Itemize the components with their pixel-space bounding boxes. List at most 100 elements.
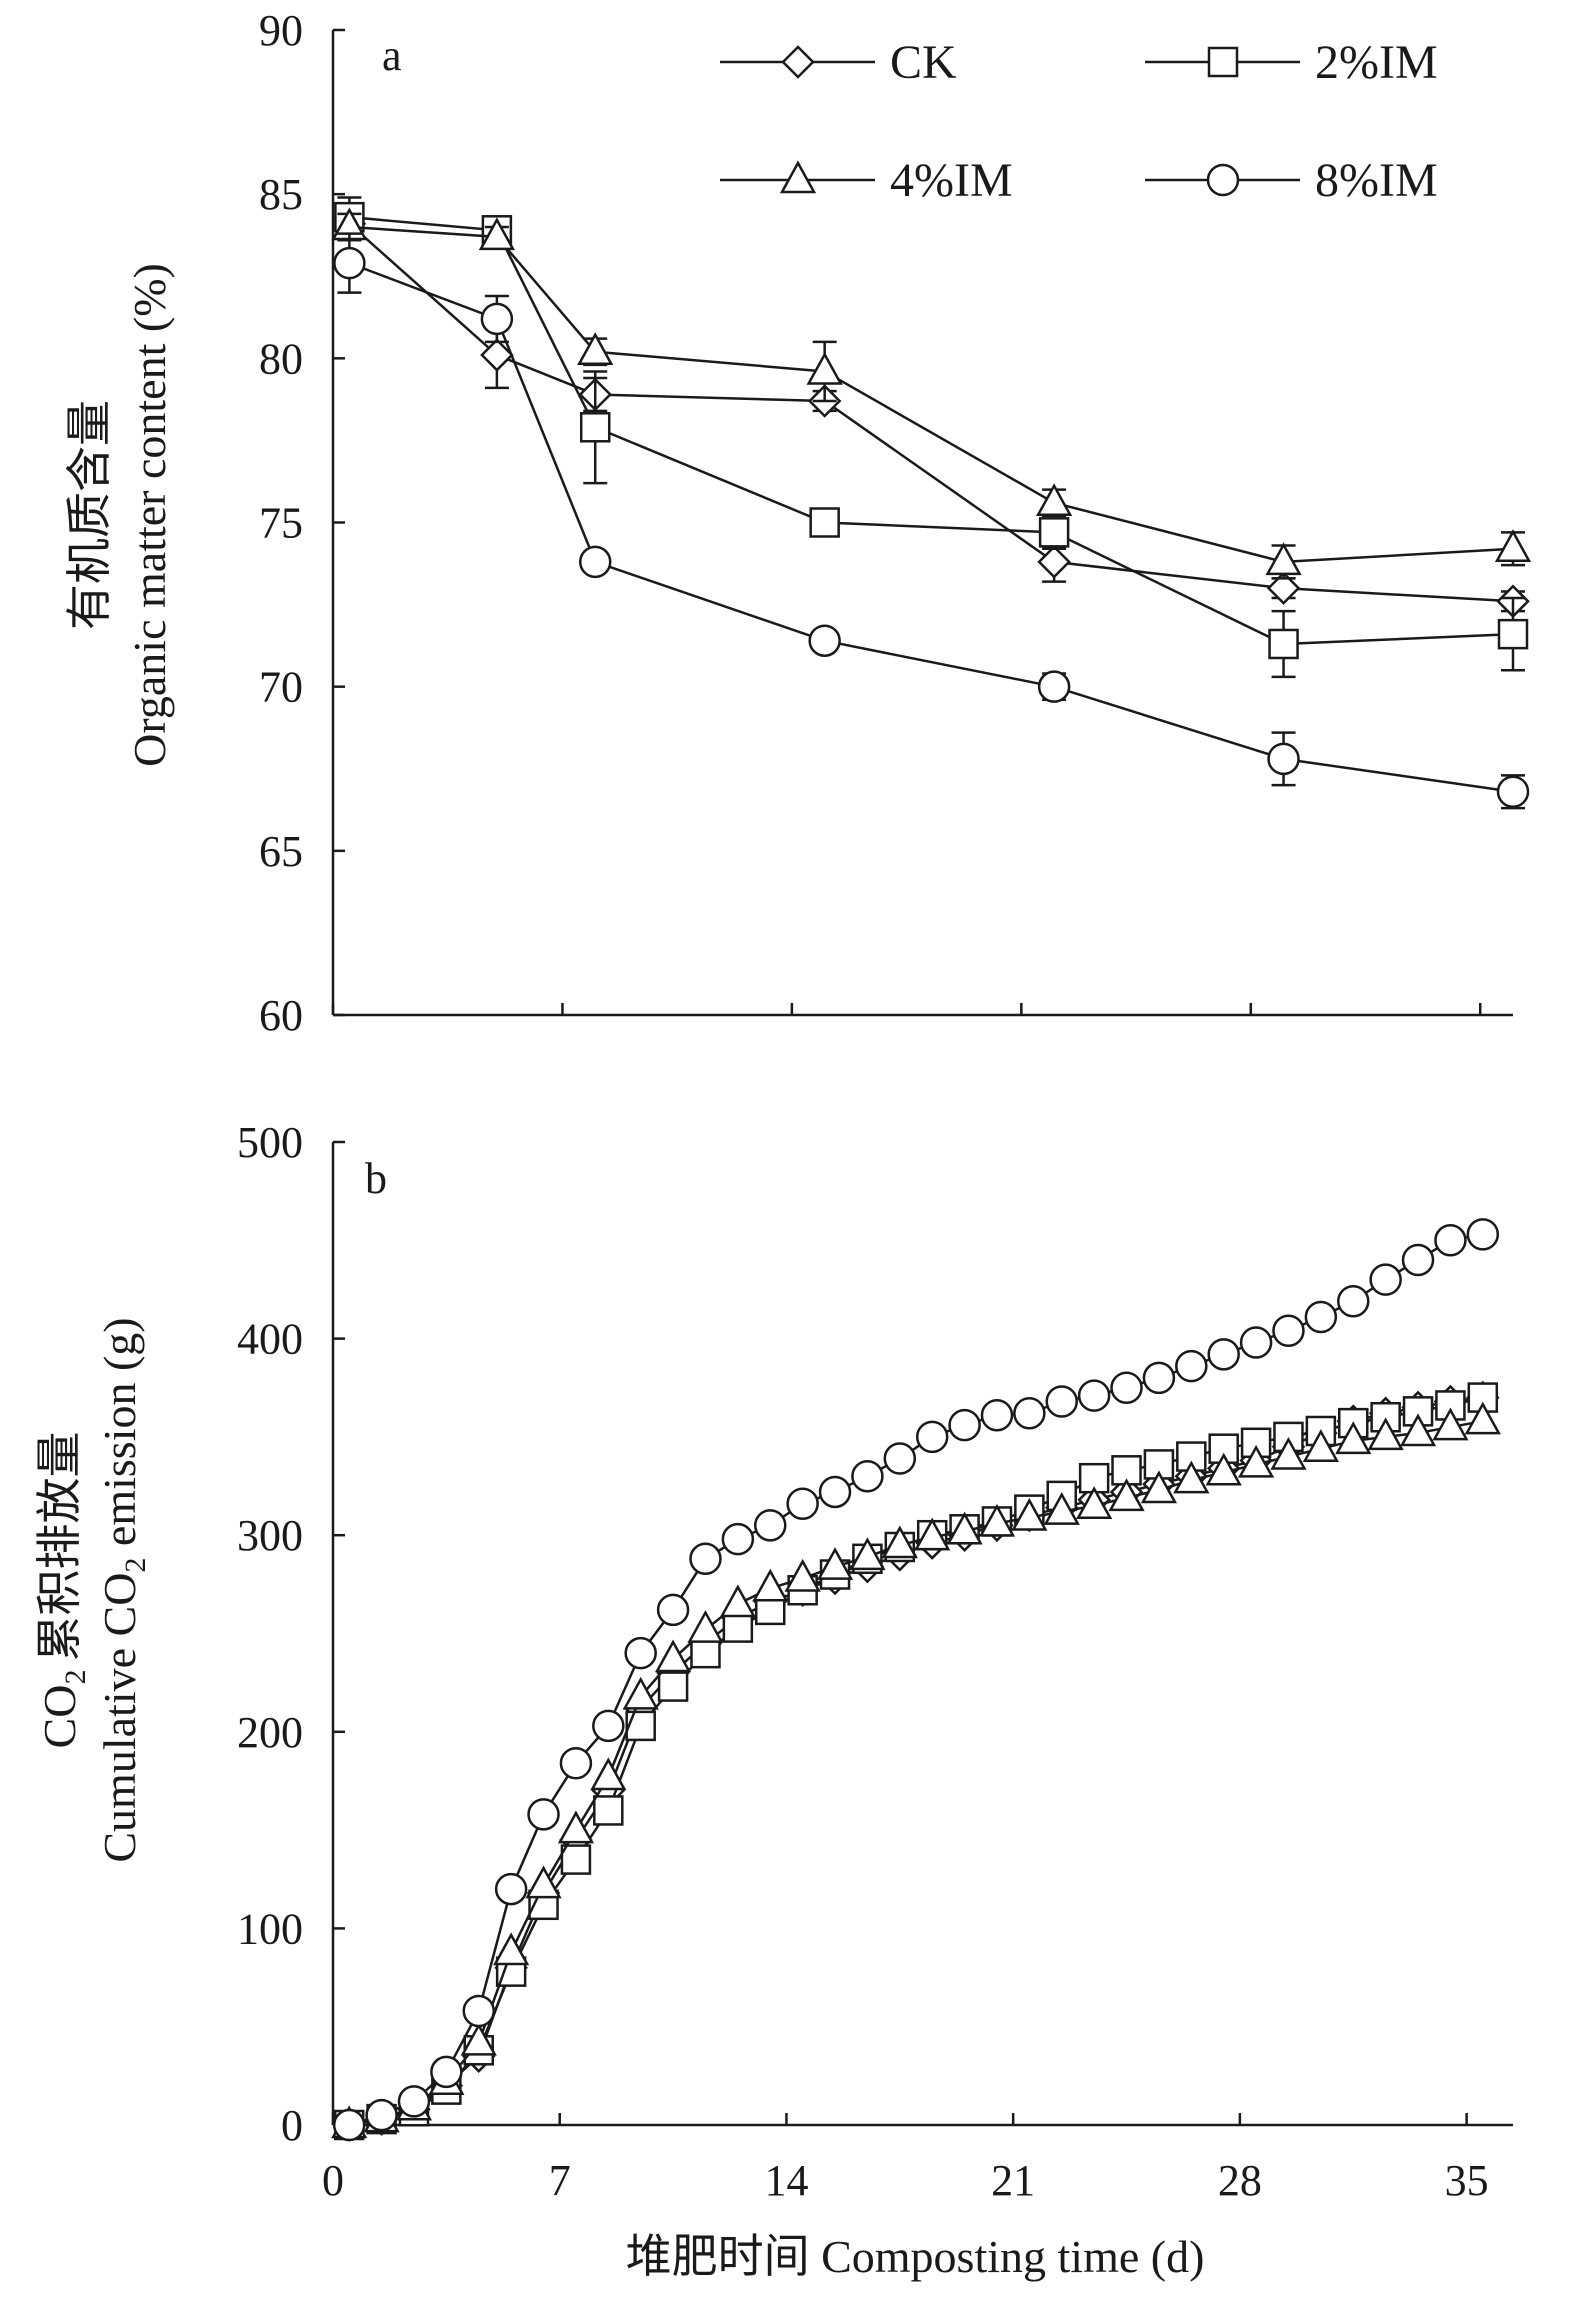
panel-b-point-4%IM xyxy=(1173,1460,1210,1494)
panel-b-y-tick-label: 500 xyxy=(237,1118,303,1167)
panel-a-point-4%IM xyxy=(577,332,614,366)
panel-b-point-8%IM xyxy=(397,2085,431,2118)
panel-b-series xyxy=(331,1218,1501,2142)
panel-a-point-2%IM xyxy=(1497,618,1529,650)
panel-b-y-co-sub: 2 xyxy=(59,1670,92,1685)
panel-b-series-8%IM xyxy=(332,1218,1500,2142)
panel-b-point-4%IM xyxy=(978,1503,1016,1537)
panel-b-point-8%IM xyxy=(818,1475,852,1509)
panel-b-line-2%IM xyxy=(348,1396,1484,2127)
panel-b-line-4%IM xyxy=(348,1419,1484,2127)
panel-a-point-2%IM xyxy=(809,507,840,538)
panel-b-point-4%IM xyxy=(1140,1470,1178,1504)
panel-b-point-4%IM xyxy=(1108,1478,1145,1512)
panel-a-point-2%IM xyxy=(1038,517,1070,548)
panel-a-line-CK xyxy=(348,222,1514,603)
panel-b-series-4%IM xyxy=(331,1401,1501,2139)
panel-a-point-4%IM xyxy=(1265,542,1302,576)
panel-b-point-4%IM xyxy=(719,1584,756,1618)
panel-a-series-2%IM xyxy=(334,196,1529,679)
panel-a-line-4%IM xyxy=(349,225,1514,564)
panel-b-y-axis-title: CO2累积排放量 Cumulative CO2 emission (g) xyxy=(34,1317,152,1862)
panel-b-point-8%IM xyxy=(1369,1263,1402,1296)
panel-a-point-8%IM xyxy=(1267,742,1300,776)
panel-b-point-4%IM xyxy=(654,1639,692,1673)
legend-label-4%IM: 4%IM xyxy=(890,154,1013,207)
panel-a-point-CK xyxy=(1037,545,1071,579)
panel-b-point-8%IM xyxy=(592,1709,625,1743)
panel-a-series-CK xyxy=(332,206,1530,619)
panel-b-y-tick-label: 300 xyxy=(237,1511,303,1560)
panel-b-point-8%IM xyxy=(980,1399,1014,1432)
legend-label-8%IM: 8%IM xyxy=(1315,154,1438,207)
panel-b-point-2%IM xyxy=(560,1844,592,1875)
panel-b-point-8%IM xyxy=(494,1872,528,1906)
panel-a-point-2%IM xyxy=(579,412,611,443)
panel-b-point-8%IM xyxy=(851,1459,884,1493)
panel-b-point-8%IM xyxy=(1045,1385,1078,1418)
panel-a-point-CK xyxy=(480,338,514,372)
panel-b-point-2%IM xyxy=(593,1795,624,1826)
panel-a-y-tick-label: 80 xyxy=(259,334,303,383)
panel-b-point-4%IM xyxy=(557,1810,595,1844)
panel-b-point-4%IM xyxy=(1043,1492,1080,1525)
panel-b-y-axis-title-zh: CO2 累积排放量 xyxy=(34,1432,92,1749)
panel-a-point-CK xyxy=(1266,571,1301,605)
panel-b-point-8%IM xyxy=(948,1408,981,1442)
panel-b-point-8%IM xyxy=(332,2108,366,2142)
legend-item-CK: CK xyxy=(720,36,957,89)
panel-b-y-tick-label: 100 xyxy=(237,1904,303,1953)
panel-a-point-8%IM xyxy=(578,545,612,579)
panel-b-point-4%IM xyxy=(590,1757,627,1791)
panel-b-point-8%IM xyxy=(656,1593,690,1627)
panel-b-point-8%IM xyxy=(1077,1379,1111,1412)
panel-b-point-4%IM xyxy=(460,2022,497,2056)
panel-b-point-8%IM xyxy=(527,1798,560,1831)
legend-item-8%IM: 8%IM xyxy=(1145,154,1438,207)
panel-b-point-4%IM xyxy=(946,1511,983,1545)
panel-b-y-zh-text: 累积排放量 xyxy=(34,1432,85,1662)
panel-b-y-tick-label: 400 xyxy=(237,1315,303,1364)
panel-a-series-8%IM xyxy=(333,232,1530,810)
panel-b-y-en-prefix: Cumulative CO xyxy=(94,1573,145,1863)
panel-b-x-tick-label: 0 xyxy=(322,2156,344,2205)
panel-b-point-4%IM xyxy=(1011,1497,1048,1531)
panel-b-point-2%IM xyxy=(690,1637,721,1669)
panel-b-x-tick-label: 21 xyxy=(991,2156,1035,2205)
panel-b-point-4%IM xyxy=(1335,1421,1372,1455)
panel-b-point-8%IM xyxy=(754,1509,787,1542)
panel-a-point-8%IM xyxy=(1037,670,1071,703)
panel-b-y-tick-label: 200 xyxy=(237,1708,303,1757)
panel-b-point-8%IM xyxy=(786,1487,819,1520)
panel-b-point-4%IM xyxy=(784,1558,821,1592)
legend-label-2%IM: 2%IM xyxy=(1315,36,1438,89)
panel-b-point-8%IM xyxy=(1272,1314,1305,1347)
panel-a-point-8%IM xyxy=(480,302,514,336)
panel-a-label: a xyxy=(382,31,402,80)
panel-a-point-2%IM xyxy=(1268,628,1299,660)
panel-a-y-tick-label: 75 xyxy=(259,499,303,548)
panel-b-label: b xyxy=(365,1154,387,1203)
panel-b-point-2%IM xyxy=(722,1612,754,1643)
panel-a-series-4%IM xyxy=(331,207,1532,580)
panel-b-point-8%IM xyxy=(1434,1224,1467,1257)
panel-a-point-4%IM xyxy=(1494,529,1532,563)
panel-b-point-8%IM xyxy=(1175,1349,1208,1383)
panel-b-point-4%IM xyxy=(1399,1413,1437,1447)
panel-b-y-tick-label: 0 xyxy=(281,2101,303,2150)
legend-marker-8%IM xyxy=(1206,163,1240,197)
panel-a-y-tick-label: 65 xyxy=(259,827,303,876)
panel-b-x-tick-label: 7 xyxy=(549,2156,571,2205)
legend-label-CK: CK xyxy=(890,36,957,89)
panel-b-point-8%IM xyxy=(430,2055,463,2089)
legend-item-4%IM: 4%IM xyxy=(720,154,1013,207)
panel-b-point-4%IM xyxy=(622,1676,659,1710)
panel-b-point-4%IM xyxy=(914,1517,951,1551)
panel-b-point-8%IM xyxy=(559,1747,593,1780)
panel-a-line-2%IM xyxy=(349,215,1514,646)
panel-b-point-8%IM xyxy=(721,1522,755,1556)
panel-b-point-8%IM xyxy=(365,2098,398,2132)
panel-b-y-axis-title-en: Cumulative CO2 emission (g) xyxy=(94,1317,152,1862)
panel-b-point-8%IM xyxy=(1304,1300,1338,1334)
panel-a-point-8%IM xyxy=(808,624,841,657)
